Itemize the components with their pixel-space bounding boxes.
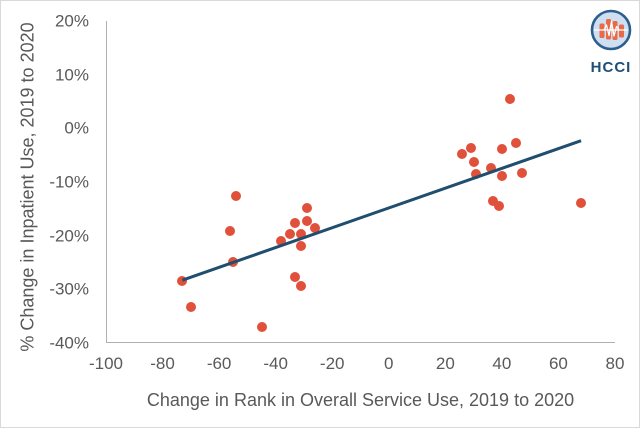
x-tick-label: -60	[206, 354, 232, 373]
x-tick-label: -100	[88, 354, 124, 373]
data-point	[496, 170, 507, 181]
x-tick-label: 20	[435, 354, 455, 373]
data-point	[301, 203, 312, 214]
data-point	[296, 281, 307, 292]
x-tick-label: 40	[492, 354, 512, 373]
data-point	[465, 143, 476, 154]
data-point	[485, 163, 496, 174]
y-tick-label: 0%	[64, 118, 89, 138]
x-tick-label: 80	[605, 354, 625, 373]
data-point	[296, 228, 307, 239]
x-tick-label: 0	[384, 354, 394, 373]
x-axis-title: Change in Rank in Overall Service Use, 2…	[146, 390, 575, 410]
y-tick-label: -20%	[49, 226, 89, 246]
data-point	[256, 321, 267, 332]
plot-area	[106, 21, 615, 343]
y-tick-label: -30%	[49, 279, 89, 299]
hcci-logo-icon	[590, 9, 632, 51]
y-tick-label: -10%	[49, 172, 89, 192]
x-tick-label: -40	[263, 354, 288, 373]
hcci-logo: HCCI	[588, 9, 634, 76]
y-tick-label: 10%	[54, 65, 89, 85]
data-point	[185, 301, 196, 312]
x-tick-label: 60	[548, 354, 568, 373]
data-point	[576, 197, 587, 208]
data-point	[468, 157, 479, 168]
hcci-logo-text: HCCI	[590, 59, 632, 76]
y-tick-label: 20%	[54, 11, 89, 31]
x-tick-label: -80	[150, 354, 175, 373]
data-point	[284, 229, 295, 240]
x-tick-label: -20	[319, 354, 345, 373]
data-point	[505, 93, 516, 104]
y-tick-label: -40%	[49, 333, 89, 353]
y-axis-title: % Change in Inpatient Use, 2019 to 2020	[17, 22, 38, 352]
